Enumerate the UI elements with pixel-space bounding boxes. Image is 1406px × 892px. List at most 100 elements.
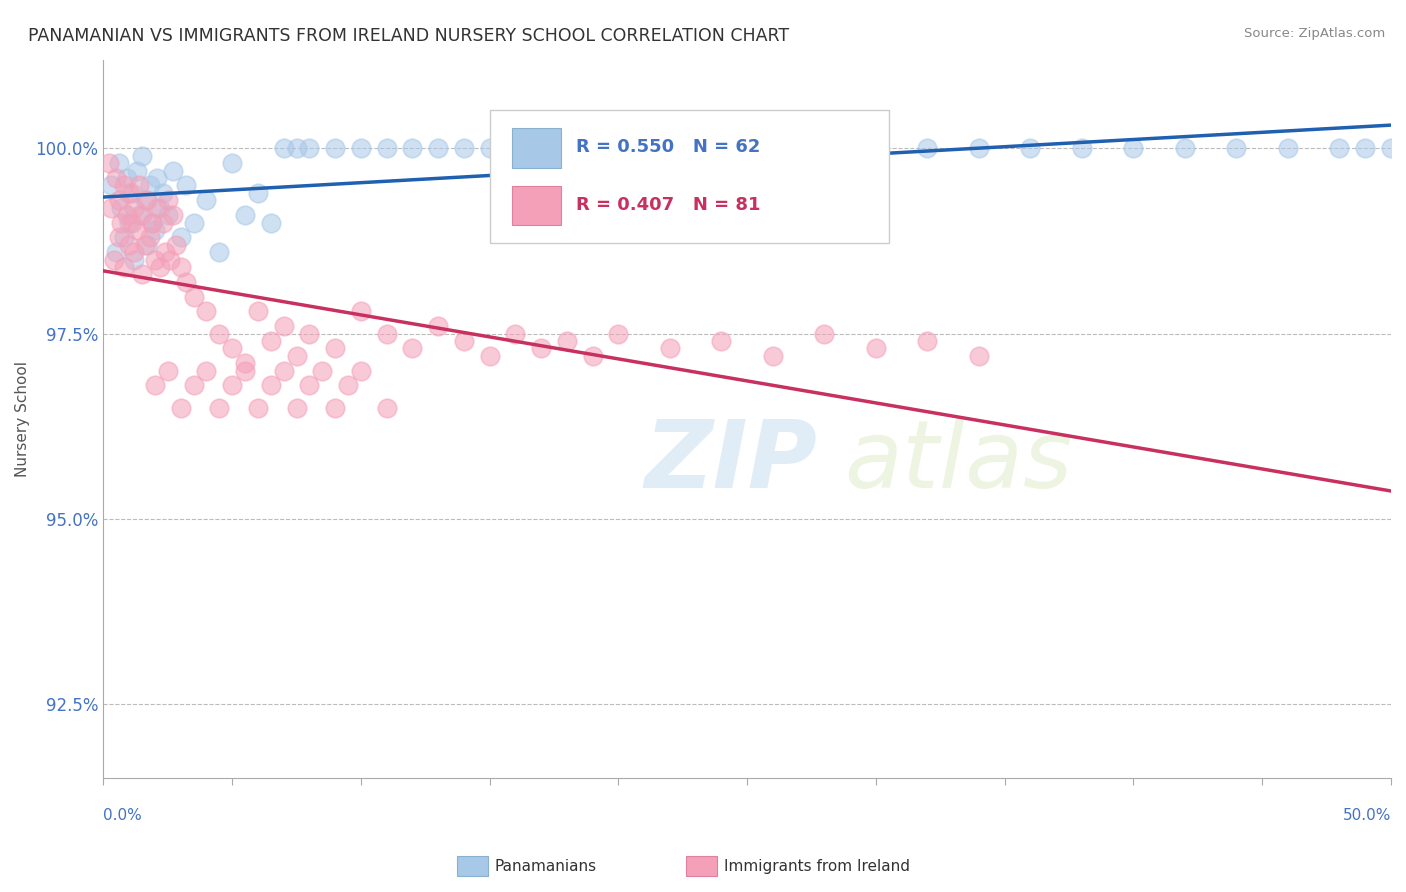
Text: R = 0.550   N = 62: R = 0.550 N = 62: [576, 138, 761, 156]
Point: [100, 178, 122, 193]
Point: [813, 141, 835, 155]
FancyBboxPatch shape: [489, 110, 889, 243]
Text: R = 0.407   N = 81: R = 0.407 N = 81: [576, 196, 761, 214]
Point: [183, 215, 205, 229]
Point: [505, 326, 527, 341]
Point: [149, 260, 172, 274]
Point: [136, 194, 159, 208]
Point: [273, 364, 295, 378]
Text: 0.0%: 0.0%: [104, 808, 142, 823]
Point: [246, 186, 269, 200]
Bar: [512, 128, 561, 168]
Point: [221, 378, 243, 392]
Point: [401, 342, 423, 356]
Point: [350, 141, 373, 155]
Point: [183, 378, 205, 392]
Point: [813, 326, 835, 341]
Point: [156, 364, 179, 378]
Point: [285, 349, 308, 363]
Point: [350, 304, 373, 318]
Point: [246, 401, 269, 415]
Point: [131, 208, 153, 222]
Point: [174, 178, 197, 193]
Point: [118, 215, 141, 229]
Point: [273, 319, 295, 334]
Text: PANAMANIAN VS IMMIGRANTS FROM IRELAND NURSERY SCHOOL CORRELATION CHART: PANAMANIAN VS IMMIGRANTS FROM IRELAND NU…: [28, 27, 789, 45]
Point: [762, 141, 785, 155]
Point: [170, 230, 193, 244]
Text: Panamanians: Panamanians: [495, 859, 598, 873]
Point: [260, 334, 283, 348]
Bar: [512, 186, 561, 226]
Point: [165, 237, 187, 252]
Point: [156, 208, 179, 222]
Point: [453, 141, 475, 155]
Point: [260, 215, 283, 229]
Point: [555, 334, 578, 348]
Point: [118, 237, 141, 252]
Point: [108, 194, 131, 208]
Point: [478, 141, 501, 155]
Point: [100, 201, 122, 215]
Point: [285, 141, 308, 155]
Point: [146, 171, 169, 186]
Point: [375, 401, 398, 415]
Point: [582, 349, 605, 363]
Text: atlas: atlas: [844, 417, 1071, 508]
Point: [298, 378, 321, 392]
Point: [221, 342, 243, 356]
Text: Source: ZipAtlas.com: Source: ZipAtlas.com: [1244, 27, 1385, 40]
Point: [1019, 141, 1042, 155]
Point: [1225, 141, 1247, 155]
Point: [478, 349, 501, 363]
Point: [162, 163, 184, 178]
Point: [285, 401, 308, 415]
Point: [143, 223, 166, 237]
Point: [146, 201, 169, 215]
Point: [323, 401, 346, 415]
Point: [112, 260, 135, 274]
Point: [131, 149, 153, 163]
Point: [505, 141, 527, 155]
Point: [375, 326, 398, 341]
Point: [427, 319, 450, 334]
Point: [139, 178, 162, 193]
Point: [183, 289, 205, 303]
Point: [530, 342, 553, 356]
Point: [208, 401, 231, 415]
Point: [152, 215, 174, 229]
Point: [174, 275, 197, 289]
Point: [1277, 141, 1299, 155]
Point: [124, 245, 146, 260]
Point: [118, 186, 141, 200]
Text: Immigrants from Ireland: Immigrants from Ireland: [724, 859, 910, 873]
Point: [967, 349, 990, 363]
Point: [323, 342, 346, 356]
Point: [710, 334, 733, 348]
Point: [1354, 141, 1376, 155]
Point: [337, 378, 360, 392]
Point: [311, 364, 333, 378]
Point: [865, 141, 887, 155]
Point: [128, 178, 150, 193]
Point: [162, 208, 184, 222]
Y-axis label: Nursery School: Nursery School: [15, 360, 30, 476]
Point: [124, 252, 146, 267]
Point: [131, 268, 153, 282]
Point: [658, 342, 681, 356]
Point: [195, 194, 218, 208]
Point: [967, 141, 990, 155]
Point: [1122, 141, 1144, 155]
Point: [152, 186, 174, 200]
Point: [112, 230, 135, 244]
Point: [121, 186, 143, 200]
Point: [401, 141, 423, 155]
Point: [582, 141, 605, 155]
Point: [149, 201, 172, 215]
Point: [170, 401, 193, 415]
Point: [124, 201, 146, 215]
Point: [112, 178, 135, 193]
Point: [195, 364, 218, 378]
Point: [108, 230, 131, 244]
Point: [125, 223, 148, 237]
